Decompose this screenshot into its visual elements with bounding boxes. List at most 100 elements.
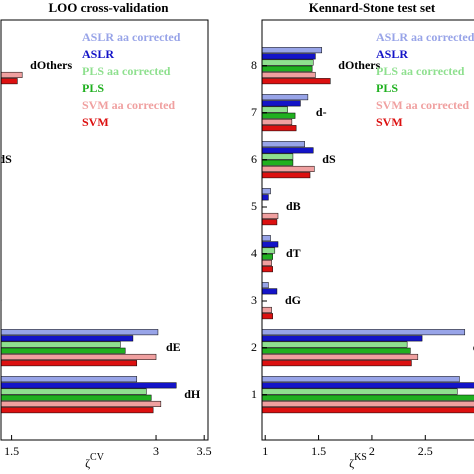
frame [0,19,209,441]
bar [262,125,297,132]
bar [1,71,23,78]
bar [262,313,273,320]
panel-title: LOO cross-validation [48,0,169,15]
y-tick-label: 2 [251,340,257,354]
group-label: dS [0,152,12,166]
group-label: dE [473,340,474,354]
bar [262,194,269,201]
bar [262,53,316,60]
bar [262,388,458,395]
x-tick-label: 3.5 [197,444,212,458]
bar [262,94,309,101]
x-label-main: ζ [349,456,354,470]
bar [262,347,411,354]
bar [262,71,316,78]
bar [262,100,301,107]
legend-entry: SVM [376,115,403,129]
group-label: dE [166,340,181,354]
bar [262,188,271,195]
panel-title: Kennard-Stone test set [309,0,436,15]
bar [262,141,305,148]
bar [262,400,474,407]
group-label: dT [286,246,301,260]
y-tick-label: 3 [251,293,257,307]
x-label-main: ζ [85,456,90,470]
bar [262,78,331,85]
bar [262,253,273,260]
bar [262,247,276,254]
bar [1,353,157,360]
bar [1,347,126,354]
x-label: ζCV [85,452,105,469]
group-label: dB [0,199,1,213]
bar [262,172,311,179]
group-label: dOthers [338,58,380,72]
y-tick-label: 1 [251,387,257,401]
bar [1,394,152,401]
y-tick-label: 5 [251,199,257,213]
bar [262,165,315,172]
bar [262,153,294,160]
y-tick-label: 6 [251,152,257,166]
bar [262,360,412,367]
group-label: d- [316,105,327,119]
bar [262,219,278,226]
bar [262,212,279,219]
group-label: dS [322,152,336,166]
x-label: ζKS [349,452,367,469]
plot: dHdEdGdTdBdSd-dOthers [0,47,201,414]
bar [262,47,323,54]
bar [262,159,294,166]
group-label: dOthers [30,58,72,72]
bar [1,335,134,342]
group-label: dT [0,246,1,260]
bar [262,118,293,125]
x-tick-label: 3 [153,444,159,458]
bar [262,394,474,401]
legend-entry: SVM aa corrected [82,98,175,112]
y-tick-label: 7 [251,105,257,119]
bar [262,306,272,313]
bar [1,407,154,414]
bar [262,106,288,113]
legend-entry: ASLR aa corrected [82,30,181,44]
group-label: dG [285,293,301,307]
bar [262,382,474,389]
bar [1,329,159,336]
frame [261,19,474,441]
legend-entry: PLS aa corrected [82,64,171,78]
bar [1,360,138,367]
bar [1,382,177,389]
bar [262,59,314,66]
bar [262,282,269,289]
bar [262,259,272,266]
bar [262,376,460,383]
bar [262,407,474,414]
legend-entry: ASLR [82,47,114,61]
legend-entry: PLS [376,81,398,95]
y-tick-label: 8 [251,58,257,72]
bar [262,112,296,119]
legend-entry: SVM [82,115,109,129]
legend-entry: ASLR [376,47,408,61]
bar [262,329,466,336]
x-tick-label: 1 [262,444,268,458]
bar [1,78,18,85]
bar [262,288,278,295]
x-tick-label: 1.5 [4,444,19,458]
y-tick-label: 4 [251,246,257,260]
bar [262,235,271,242]
bar [1,376,138,383]
x-tick-label: 1.5 [311,444,326,458]
bar [262,65,313,72]
group-label: dH [184,387,201,401]
legend-entry: PLS [82,81,104,95]
x-label-sup: CV [90,452,105,463]
x-tick-label: 2 [369,444,375,458]
x-tick-label: 2.5 [418,444,433,458]
x-label-sup: KS [354,452,367,463]
legend-entry: SVM aa corrected [376,98,469,112]
bar [262,147,314,154]
bar [262,241,279,248]
